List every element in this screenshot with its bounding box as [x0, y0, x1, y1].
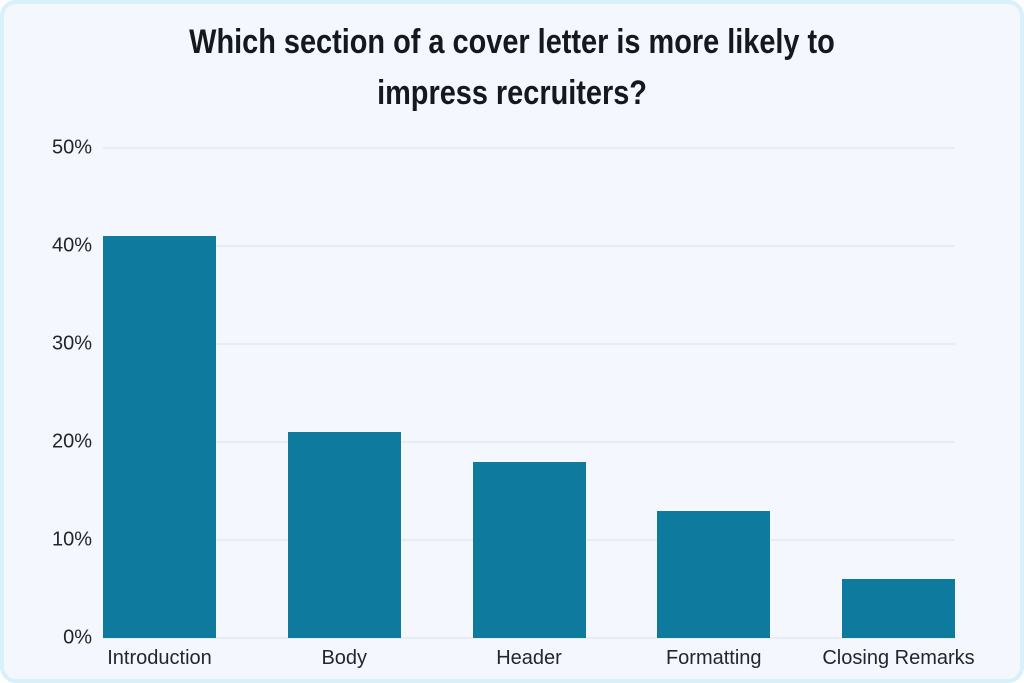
gridline — [103, 343, 955, 345]
y-axis-tick-label: 20% — [51, 430, 92, 453]
x-axis-category-label: Formatting — [665, 647, 762, 669]
bar-closing-remarks: Closing Remarks — [822, 579, 975, 669]
bar-header: Header — [472, 461, 586, 669]
y-axis-tick-label: 0% — [63, 626, 92, 649]
bar-introduction: Introduction — [103, 236, 216, 669]
x-axis-category-label: Introduction — [107, 647, 212, 669]
gridline — [103, 147, 955, 149]
y-axis-tick-label: 10% — [51, 528, 92, 551]
x-axis-category-label: Header — [496, 647, 562, 669]
gridline — [103, 441, 955, 443]
bar-body: Body — [287, 432, 401, 669]
y-axis-tick-label: 40% — [51, 234, 92, 257]
bar-formatting: Formatting — [657, 510, 771, 669]
x-axis-category-label: Body — [321, 647, 368, 669]
bar-series: Introduction Body Header Formatting Closing … — [103, 148, 975, 669]
chart-title-line-1: Which section of a cover letter is more … — [189, 23, 835, 61]
y-axis-tick-label: 50% — [51, 136, 92, 159]
y-axis-tick-labels: 0% 10% 20% 30% 40% 50% — [4, 137, 92, 649]
chart-title-line-2: impress recruiters? — [377, 74, 647, 112]
x-axis-category-label: Closing Remarks — [822, 647, 975, 669]
gridline — [103, 637, 955, 639]
plot-area: Introduction Body Header Formatting Closing … — [103, 147, 975, 669]
y-axis-tick-label: 30% — [51, 332, 92, 355]
chart-title: Which section of a cover letter is more … — [80, 17, 944, 119]
gridline — [103, 245, 955, 247]
